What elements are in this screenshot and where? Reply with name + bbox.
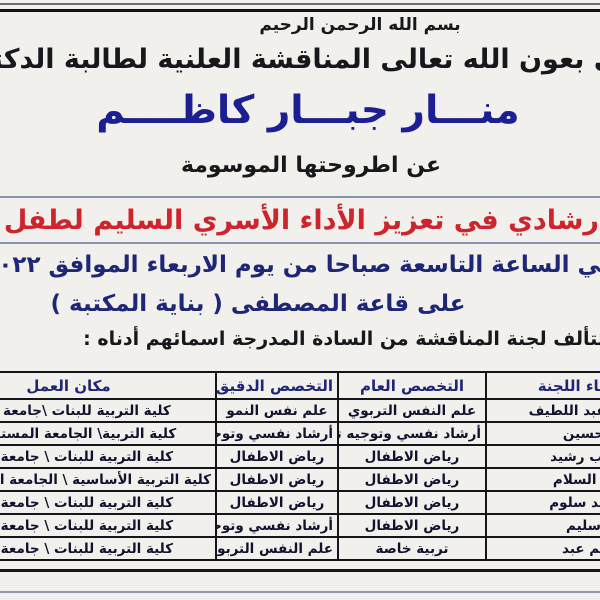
cell-name: حمد سلوم bbox=[485, 490, 600, 515]
cell-workplace: كلية التربية للبنات \ جامعة بغداد bbox=[0, 536, 217, 561]
header-specific-specialty: التخصص الدقيق bbox=[215, 371, 339, 400]
committee-table: أعضاء اللجنة التخصص العام التخصص الدقيق … bbox=[0, 371, 600, 561]
cell-general: تربية خاصة bbox=[337, 536, 487, 561]
cell-general: أرشاد نفسي وتوجيه تربوي bbox=[337, 421, 487, 446]
venue-line: على قاعة المصطفى ( بناية المكتبة ) bbox=[50, 291, 466, 317]
cell-specific: أرشاد نفسي وتوجيه تربوي bbox=[215, 513, 339, 538]
top-thick-rule bbox=[0, 9, 600, 12]
cell-name: حسين bbox=[485, 421, 600, 446]
cell-specific: أرشاد نفسي وتوجيه تربوي bbox=[215, 421, 339, 446]
thesis-title: برنامج أرشادي في تعزيز الأداء الأسري الس… bbox=[0, 204, 600, 236]
cell-workplace: كلية التربية للبنات \ جامعة بغداد bbox=[0, 490, 217, 515]
committee-intro-line: وتتألف لجنة المناقشة من السادة المدرجة ا… bbox=[83, 328, 600, 350]
thesis-intro-line: عن اطروحتها الموسومة bbox=[180, 153, 442, 178]
bottom-black-rule bbox=[0, 569, 600, 572]
cell-name: بد السلام bbox=[485, 467, 600, 492]
cell-specific: رياض الاطفال bbox=[215, 490, 339, 515]
bottom-gray-rule bbox=[0, 591, 600, 593]
cell-general: رياض الاطفال bbox=[337, 467, 487, 492]
cell-general: رياض الاطفال bbox=[337, 444, 487, 469]
thesis-title-box: برنامج أرشادي في تعزيز الأداء الأسري الس… bbox=[0, 196, 600, 244]
committee-table-header: أعضاء اللجنة التخصص العام التخصص الدقيق … bbox=[0, 371, 600, 400]
header-members: أعضاء اللجنة bbox=[485, 371, 600, 400]
cell-general: علم النفس التربوي bbox=[337, 398, 487, 423]
cell-workplace: كلية التربية الأساسية \ الجامعة المستنصر… bbox=[0, 467, 217, 492]
cell-workplace: كلية التربية للبنات \ جامعة بغداد bbox=[0, 513, 217, 538]
defense-announcement-line: تجرى بعون الله تعالى المناقشة العلنية لط… bbox=[0, 44, 600, 75]
cell-general: رياض الاطفال bbox=[337, 490, 487, 515]
cell-workplace: كلية التربية للبنات \ جامعة بغداد bbox=[0, 444, 217, 469]
cell-general: رياض الاطفال bbox=[337, 513, 487, 538]
cell-workplace: كلية التربية\ الجامعة المستنصرية bbox=[0, 421, 217, 446]
cell-specific: علم النفس التربوي bbox=[215, 536, 339, 561]
header-general-specialty: التخصص العام bbox=[337, 371, 487, 400]
cell-specific: علم نفس النمو bbox=[215, 398, 339, 423]
schedule-line: وذلك في الساعة التاسعة صباحا من يوم الار… bbox=[0, 252, 600, 278]
bismillah-line: بسم الله الرحمن الرحيم bbox=[259, 15, 461, 35]
student-name: منـــار جبـــار كاظــــم bbox=[96, 88, 520, 133]
cell-specific: رياض الاطفال bbox=[215, 444, 339, 469]
header-workplace: مكان العمل bbox=[0, 371, 217, 400]
top-thin-rule bbox=[0, 3, 600, 5]
cell-specific: رياض الاطفال bbox=[215, 467, 339, 492]
cell-workplace: كلية التربية للبنات \جامعة بغداد bbox=[0, 398, 217, 423]
header-row: أعضاء اللجنة التخصص العام التخصص الدقيق … bbox=[0, 371, 600, 400]
cell-name: يم عبد bbox=[485, 536, 600, 561]
cell-name: هاب عبد اللطيف bbox=[485, 398, 600, 423]
cell-name: كيب رشيد bbox=[485, 444, 600, 469]
cell-name: سليم bbox=[485, 513, 600, 538]
